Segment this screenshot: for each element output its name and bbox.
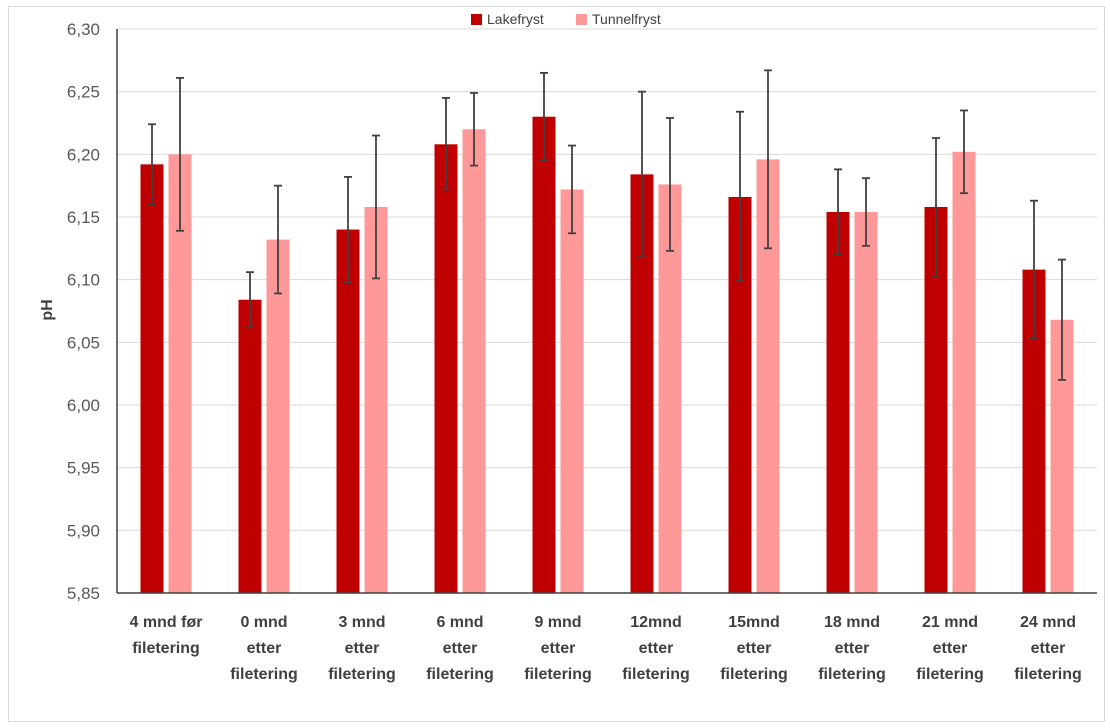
x-tick-label: filetering bbox=[230, 666, 298, 683]
x-tick-label: etter bbox=[443, 640, 478, 657]
y-tick-label: 5,95 bbox=[67, 459, 100, 478]
bar-lakefryst bbox=[728, 196, 752, 594]
bar-tunnelfryst bbox=[756, 159, 780, 593]
legend-label-tunnelfryst: Tunnelfryst bbox=[592, 11, 661, 27]
x-tick-label: 18 mnd bbox=[824, 614, 880, 631]
legend-swatch-tunnelfryst bbox=[576, 14, 587, 25]
bar-lakefryst bbox=[924, 206, 948, 593]
x-tick-label: 3 mnd bbox=[338, 614, 385, 631]
x-tick-label: etter bbox=[1031, 640, 1066, 657]
bars bbox=[140, 116, 1074, 594]
x-tick-label: 9 mnd bbox=[534, 614, 581, 631]
bar-tunnelfryst bbox=[266, 239, 290, 593]
x-tick-label: filetering bbox=[328, 666, 396, 683]
bar-tunnelfryst bbox=[462, 129, 486, 593]
y-tick-label: 6,05 bbox=[67, 333, 100, 352]
legend-label-lakefryst: Lakefryst bbox=[487, 11, 544, 27]
bar-tunnelfryst bbox=[560, 189, 584, 593]
x-tick-label: 4 mnd før bbox=[130, 614, 203, 631]
bar-tunnelfryst bbox=[952, 151, 976, 593]
x-tick-label: filetering bbox=[132, 640, 200, 657]
bar-lakefryst bbox=[630, 174, 654, 594]
y-tick-label: 5,90 bbox=[67, 521, 100, 540]
x-tick-label: filetering bbox=[1014, 666, 1082, 683]
x-tick-label: filetering bbox=[524, 666, 592, 683]
x-tick-label: etter bbox=[247, 640, 282, 657]
x-tick-label: 15mnd bbox=[728, 614, 780, 631]
bar-tunnelfryst bbox=[658, 184, 682, 593]
y-tick-label: 6,30 bbox=[67, 20, 100, 39]
x-tick-label: filetering bbox=[916, 666, 984, 683]
bar-lakefryst bbox=[336, 229, 360, 594]
y-tick-label: 6,15 bbox=[67, 208, 100, 227]
gridlines bbox=[117, 28, 1097, 531]
x-tick-label: 6 mnd bbox=[436, 614, 483, 631]
x-tick-label: 21 mnd bbox=[922, 614, 978, 631]
bar-tunnelfryst bbox=[854, 211, 878, 593]
x-tick-label: 24 mnd bbox=[1020, 614, 1076, 631]
x-tick-label: 12mnd bbox=[630, 614, 682, 631]
legend-swatch-lakefryst bbox=[471, 14, 482, 25]
x-tick-label: etter bbox=[639, 640, 674, 657]
bar-tunnelfryst bbox=[1050, 319, 1074, 593]
x-tick-label: filetering bbox=[622, 666, 690, 683]
bar-lakefryst bbox=[238, 299, 262, 593]
y-tick-label: 6,25 bbox=[67, 83, 100, 102]
y-tick-label: 6,10 bbox=[67, 271, 100, 290]
bar-lakefryst bbox=[826, 211, 850, 593]
legend: Lakefryst Tunnelfryst bbox=[471, 11, 661, 27]
error-bars bbox=[148, 69, 1066, 381]
x-tick-label: etter bbox=[933, 640, 968, 657]
x-tick-label: etter bbox=[835, 640, 870, 657]
bar-lakefryst bbox=[140, 164, 164, 594]
y-tick-label: 5,85 bbox=[67, 584, 100, 603]
bar-tunnelfryst bbox=[364, 206, 388, 593]
x-tick-label: filetering bbox=[426, 666, 494, 683]
x-tick-label: filetering bbox=[818, 666, 886, 683]
x-tick-label: etter bbox=[737, 640, 772, 657]
x-tick-label: etter bbox=[541, 640, 576, 657]
x-tick-label: etter bbox=[345, 640, 380, 657]
bar-tunnelfryst bbox=[168, 154, 192, 594]
x-tick-label: 0 mnd bbox=[240, 614, 287, 631]
x-tick-label: filetering bbox=[720, 666, 788, 683]
bar-lakefryst bbox=[1022, 269, 1046, 593]
y-axis-label: pH bbox=[39, 299, 56, 320]
bar-lakefryst bbox=[532, 116, 556, 593]
y-tick-label: 6,00 bbox=[67, 396, 100, 415]
axes: 5,85 5,90 5,95 6,00 6,05 6,10 6,15 6,20 6,25 6,30… bbox=[67, 20, 1097, 683]
y-tick-label: 6,20 bbox=[67, 145, 100, 164]
bar-lakefryst bbox=[434, 144, 458, 593]
